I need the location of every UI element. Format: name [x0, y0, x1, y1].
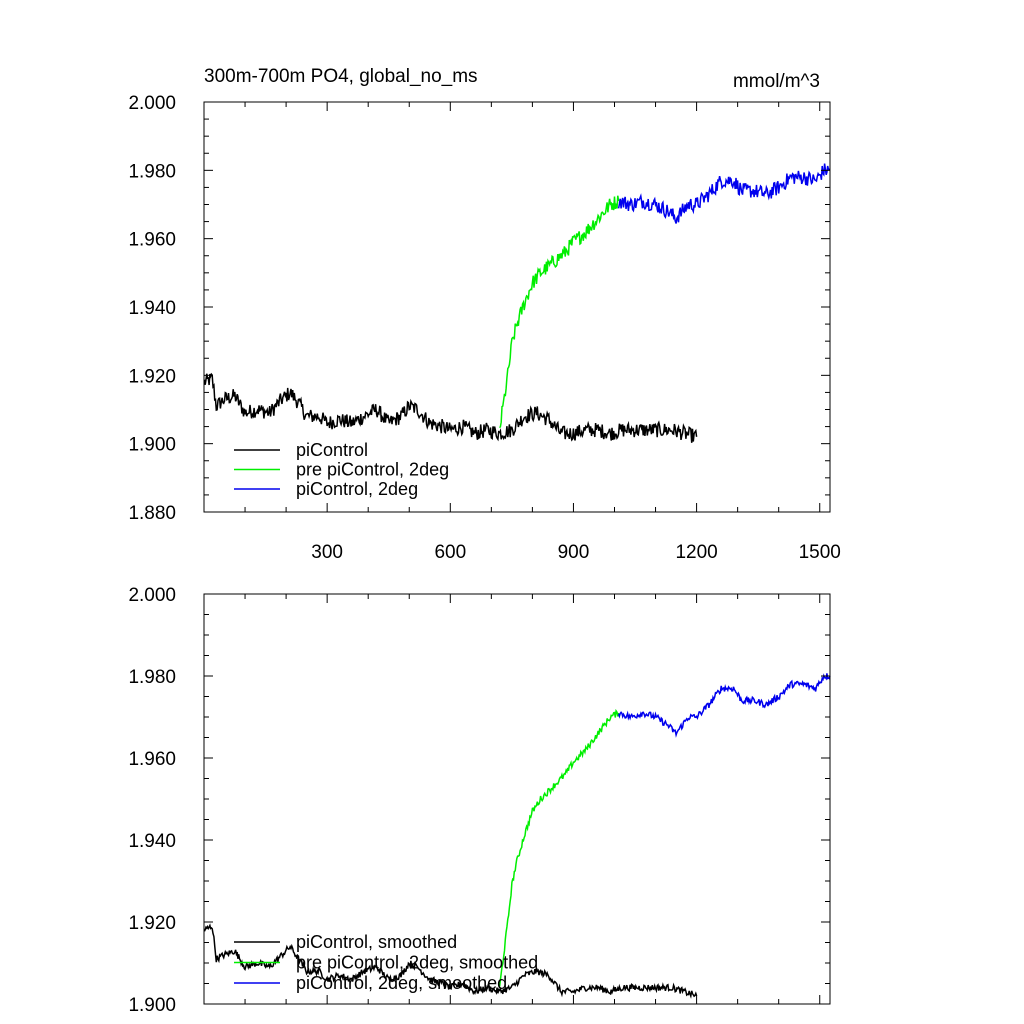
top-ticks: 1.880 1.900 1.920 1.940 1.960 1.980 2.000 300 60…: [128, 93, 840, 563]
bottom-ticks: 1.900 1.920 1.940 1.960 1.980 2.000: [128, 585, 830, 1016]
y-tick-label: 1.900: [128, 995, 176, 1016]
y-tick-label: 1.960: [128, 230, 176, 251]
legend-label: pre piControl, 2deg, smoothed: [296, 953, 538, 973]
top-panel-units: mmol/m^3: [733, 71, 820, 92]
legend-label: piControl, smoothed: [296, 932, 457, 952]
top-panel-title: 300m-700m PO4, global_no_ms: [204, 66, 478, 87]
y-tick-label: 1.920: [128, 366, 176, 387]
bottom-panel: 1.900 1.920 1.940 1.960 1.980 2.000 piControl…: [128, 585, 831, 1016]
y-tick-label: 2.000: [128, 93, 176, 114]
x-tick-label: 900: [558, 542, 590, 563]
y-tick-label: 1.980: [128, 161, 176, 182]
top-panel: 300m-700m PO4, global_no_ms mmol/m^3 1.8…: [128, 66, 840, 563]
series-line-2: [498, 708, 620, 987]
y-tick-label: 1.980: [128, 667, 176, 688]
bottom-plot-lines: [203, 673, 831, 999]
top-plot-lines: [203, 163, 831, 443]
y-tick-label: 1.960: [128, 749, 176, 770]
legend-label: piControl: [296, 440, 368, 460]
x-tick-label: 1200: [675, 542, 717, 563]
series-line-1: [203, 923, 698, 999]
y-tick-label: 1.900: [128, 435, 176, 456]
x-tick-label: 1500: [799, 542, 841, 563]
y-tick-label: 1.940: [128, 831, 176, 852]
legend-label: pre piControl, 2deg: [296, 460, 449, 480]
x-tick-label: 300: [311, 542, 343, 563]
y-tick-label: 1.920: [128, 913, 176, 934]
y-tick-label: 1.880: [128, 503, 176, 524]
y-tick-label: 1.940: [128, 298, 176, 319]
y-tick-label: 2.000: [128, 585, 176, 606]
x-tick-label: 600: [434, 542, 466, 563]
legend-label: piControl, 2deg, smoothed: [296, 973, 507, 993]
series-line-3: [617, 673, 831, 738]
series-line-3: [617, 163, 831, 224]
series-line-2: [499, 195, 620, 429]
series-line-1: [203, 372, 698, 443]
legend-label: piControl, 2deg: [296, 479, 418, 499]
